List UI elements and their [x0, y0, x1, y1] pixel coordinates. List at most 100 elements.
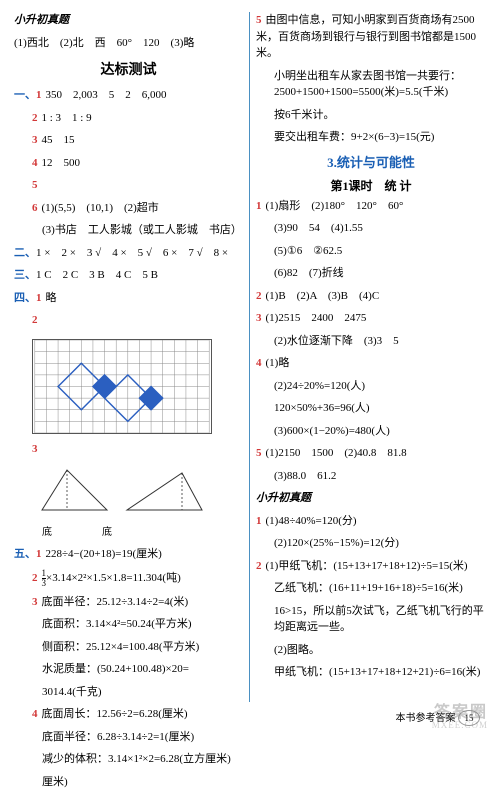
sec4-label: 四、	[14, 292, 36, 304]
s3-line: 1 C 2 C 3 B 4 C 5 B	[36, 269, 158, 281]
watermark-url: MXEE.COM	[432, 720, 488, 730]
triangle-figure	[32, 465, 212, 520]
ftn2: 2	[256, 560, 262, 572]
s1-2: 1 : 3 1 : 9	[42, 112, 92, 124]
sec1: 一、1350 2,003 5 2 6,000	[14, 87, 243, 104]
s5-2: ×3.14×2²×1.5×1.8=11.304(吨)	[46, 572, 181, 584]
r1-1c: (5)①6 ②62.5	[256, 243, 486, 260]
tri-caption: 底 底	[14, 525, 243, 540]
s1-4-row: 4 12 500	[14, 155, 243, 172]
s5-3e: 3014.4(千克)	[14, 684, 243, 701]
header-answers: (1)西北 (2)北 西 60° 120 (3)略	[14, 35, 243, 52]
r2-row: 2(1)B (2)A (3)B (4)C	[256, 288, 486, 305]
s4-3-row: 3	[14, 441, 243, 458]
s5n1: 1	[36, 548, 42, 560]
r4-1: (1)略	[266, 357, 290, 369]
r5b: 小明坐出租车从家去图书馆一共要行：2500+1500+1500=5500(米)=…	[256, 68, 486, 101]
ft3-row: 2 (1)甲纸飞机：(15+13+17+18+12)÷5=15(米)	[256, 558, 486, 575]
s4-1: 略	[46, 292, 57, 304]
r4-2c: (3)600×(1−20%)=480(人)	[256, 423, 486, 440]
r3-row: 3(1)2515 2400 2475	[256, 310, 486, 327]
s1-1: 350 2,003 5 2 6,000	[46, 89, 167, 101]
s4-2-row: 2	[14, 312, 243, 329]
ft1-row: 1 (1)48÷40%=120(分)	[256, 513, 486, 530]
s4-2-label: 2	[32, 314, 38, 326]
ft3d: (2)图略。	[256, 642, 486, 659]
s1-5-row: 5	[14, 177, 243, 194]
s5-4d: 厘米)	[14, 774, 243, 790]
n3: 3	[32, 134, 38, 146]
r1-row: 1 (1)扇形 (2)180° 120° 60°	[256, 198, 486, 215]
ft3a: (1)甲纸飞机：(15+13+17+18+12)÷5=15(米)	[266, 560, 468, 572]
ft3b: 乙纸飞机：(16+11+19+16+18)÷5=16(米)	[256, 580, 486, 597]
ft3c: 16>15，所以前5次试飞，乙纸飞机飞行的平均距离远一些。	[256, 603, 486, 636]
n4: 4	[32, 157, 38, 169]
sec3-label: 三、	[14, 269, 36, 281]
r5a: 由图中信息，可知小明家到百货商场有2500米，百货商场到银行与银行到图书馆都是1…	[256, 14, 476, 59]
sec5-label: 五、	[14, 548, 36, 560]
ft1: (1)48÷40%=120(分)	[266, 515, 357, 527]
s5-1: 228÷4−(20+18)=19(厘米)	[46, 548, 162, 560]
r1-1b: (3)90 54 (4)1.55	[256, 220, 486, 237]
n2: 2	[32, 112, 38, 124]
s5-3d: 水泥质量：(50.24+100.48)×20=	[14, 661, 243, 678]
n1: 1	[36, 89, 42, 101]
s5-4a: 底面周长：12.56÷2=6.28(厘米)	[42, 708, 188, 720]
s1-6a: (1)(5,5) (10,1) (2)超市	[42, 202, 159, 214]
r5-row: 5由图中信息，可知小明家到百货商场有2500米，百货商场到银行与银行到图书馆都是…	[256, 12, 486, 62]
r5-row1: (1)2150 1500 (2)40.8 81.8	[266, 447, 407, 459]
r1-1a: (1)扇形 (2)180° 120° 60°	[266, 200, 404, 212]
s1-6-row: 6 (1)(5,5) (10,1) (2)超市	[14, 200, 243, 217]
s5-3-row: 3 底面半径：25.12÷3.14÷2=4(米)	[14, 594, 243, 611]
sec3: 三、1 C 2 C 3 B 4 C 5 B	[14, 267, 243, 284]
r1-1d: (6)82 (7)折线	[256, 265, 486, 282]
ft3e: 甲纸飞机：(15+13+17+18+12+21)÷6=16(米)	[256, 664, 486, 681]
s5n3: 3	[32, 596, 38, 608]
header-italic: 小升初真题	[14, 12, 243, 29]
s5-4-row: 4 底面周长：12.56÷2=6.28(厘米)	[14, 706, 243, 723]
n5: 5	[32, 179, 38, 191]
r4-row: 4 (1)略	[256, 355, 486, 372]
r5b-row: 5 (1)2150 1500 (2)40.8 81.8	[256, 445, 486, 462]
s1-3: 45 15	[42, 134, 75, 146]
s5-3a: 底面半径：25.12÷3.14÷2=4(米)	[42, 596, 189, 608]
left-column: 小升初真题 (1)西北 (2)北 西 60° 120 (3)略 达标测试 一、1…	[8, 12, 250, 702]
s2-line: 1 × 2 × 3 √ 4 × 5 √ 6 × 7 √ 8 ×	[36, 247, 228, 259]
watermark: 答案圈	[434, 698, 488, 722]
rn1: 1	[256, 200, 262, 212]
sec2-label: 二、	[14, 247, 36, 259]
r4-2b: 120×50%+36=96(人)	[256, 400, 486, 417]
sec5: 五、1 228÷4−(20+18)=19(厘米)	[14, 546, 243, 563]
page-container: 小升初真题 (1)西北 (2)北 西 60° 120 (3)略 达标测试 一、1…	[0, 0, 500, 732]
rn5b: 5	[256, 447, 262, 459]
blue-title: 3.统计与可能性	[256, 152, 486, 171]
right-column: 5由图中信息，可知小明家到百货商场有2500米，百货商场到银行与银行到图书馆都是…	[250, 12, 492, 702]
r5-row2: (3)88.0 61.2	[256, 468, 486, 485]
r4-2a: (2)24÷20%=120(人)	[256, 378, 486, 395]
r5d: 要交出租车费：9+2×(6−3)=15(元)	[256, 129, 486, 146]
r3-1: (1)2515 2400 2475	[266, 312, 367, 324]
s1-3-row: 3 45 15	[14, 132, 243, 149]
ftn1: 1	[256, 515, 262, 527]
sec4: 四、1略	[14, 290, 243, 307]
s5-3b: 底面积：3.14×4²=50.24(平方米)	[14, 616, 243, 633]
s5-4b: 底面半径：6.28÷3.14÷2=1(厘米)	[14, 729, 243, 746]
s5n4: 4	[32, 708, 38, 720]
rn5: 5	[256, 14, 262, 26]
s4n1: 1	[36, 292, 42, 304]
rn4: 4	[256, 357, 262, 369]
s1-6b: (3)书店 工人影城（或工人影城 书店）	[14, 222, 243, 239]
s4-3-label: 3	[32, 443, 38, 455]
ft2: (2)120×(25%−15%)=12(分)	[256, 535, 486, 552]
grid-figure	[32, 339, 212, 434]
sec2: 二、1 × 2 × 3 √ 4 × 5 √ 6 × 7 √ 8 ×	[14, 245, 243, 262]
s5-2-row: 213×3.14×2²×1.5×1.8=11.304(吨)	[14, 569, 243, 588]
s1-2-row: 2 1 : 3 1 : 9	[14, 110, 243, 127]
r5c: 按6千米计。	[256, 107, 486, 124]
n6: 6	[32, 202, 38, 214]
r2: (1)B (2)A (3)B (4)C	[266, 290, 380, 302]
dabiao-title: 达标测试	[14, 59, 243, 79]
s1-4: 12 500	[42, 157, 81, 169]
footer-italic: 小升初真题	[256, 490, 486, 507]
s5n2: 2	[32, 572, 38, 584]
